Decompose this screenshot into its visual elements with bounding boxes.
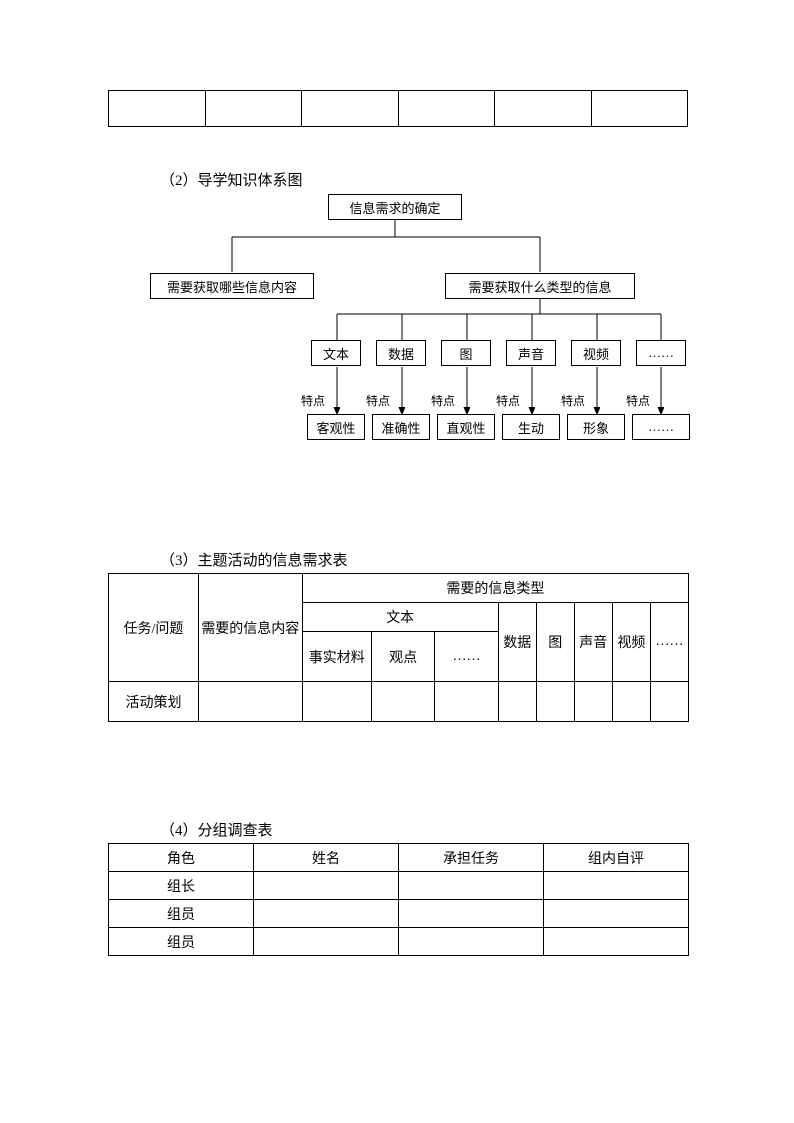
t4-cell <box>544 872 689 900</box>
t3-sub-fact: 事实材料 <box>302 632 371 682</box>
t3-cell <box>574 682 612 722</box>
t3-cell <box>371 682 434 722</box>
t4-col-role: 角色 <box>109 844 254 872</box>
feature-6: …… <box>632 414 690 440</box>
t3-col-sound: 声音 <box>574 603 612 682</box>
feature-4: 生动 <box>502 414 560 440</box>
t3-cell <box>198 682 302 722</box>
t3-cell <box>536 682 574 722</box>
t3-sub-dots: …… <box>435 632 498 682</box>
section4-title: （4）分组调查表 <box>160 819 273 840</box>
edge-label-2: 特点 <box>366 392 390 409</box>
empty-cell <box>109 91 206 127</box>
feature-1: 客观性 <box>307 414 365 440</box>
t3-cell <box>302 682 371 722</box>
t3-cell <box>612 682 650 722</box>
t4-cell <box>254 928 399 956</box>
t3-cell <box>435 682 498 722</box>
t3-col-dots: …… <box>650 603 688 682</box>
t3-col-types: 需要的信息类型 <box>302 574 688 603</box>
t4-cell <box>254 872 399 900</box>
empty-cell <box>302 91 399 127</box>
top-empty-table <box>108 90 688 127</box>
t3-cell <box>650 682 688 722</box>
t4-cell <box>544 928 689 956</box>
t3-row1-task: 活动策划 <box>109 682 199 722</box>
flow-root: 信息需求的确定 <box>328 194 462 220</box>
flow-right-branch: 需要获取什么类型的信息 <box>445 273 635 299</box>
feature-3: 直观性 <box>437 414 495 440</box>
edge-label-3: 特点 <box>431 392 455 409</box>
section3-title: （3）主题活动的信息需求表 <box>160 549 348 570</box>
type-sound: 声音 <box>506 340 556 366</box>
type-more: …… <box>636 340 686 366</box>
t4-member: 组员 <box>109 900 254 928</box>
t4-member: 组员 <box>109 928 254 956</box>
t4-cell <box>399 900 544 928</box>
info-needs-table: 任务/问题 需要的信息内容 需要的信息类型 文本 数据 图 声音 视频 …… 事… <box>108 573 689 722</box>
t3-col-content: 需要的信息内容 <box>198 574 302 682</box>
t4-col-task: 承担任务 <box>399 844 544 872</box>
feature-2: 准确性 <box>372 414 430 440</box>
flow-left-branch: 需要获取哪些信息内容 <box>150 273 314 299</box>
type-text: 文本 <box>311 340 361 366</box>
t4-cell <box>399 928 544 956</box>
group-survey-table: 角色 姓名 承担任务 组内自评 组长 组员 组员 <box>108 843 689 956</box>
t3-cell <box>498 682 536 722</box>
t4-leader: 组长 <box>109 872 254 900</box>
section2-title: （2）导学知识体系图 <box>160 169 303 190</box>
t3-col-image: 图 <box>536 603 574 682</box>
feature-5: 形象 <box>567 414 625 440</box>
t4-col-eval: 组内自评 <box>544 844 689 872</box>
t3-col-data: 数据 <box>498 603 536 682</box>
t3-col-text: 文本 <box>302 603 498 632</box>
type-data: 数据 <box>376 340 426 366</box>
empty-cell <box>205 91 302 127</box>
type-image: 图 <box>441 340 491 366</box>
t4-cell <box>254 900 399 928</box>
t4-cell <box>399 872 544 900</box>
edge-label-6: 特点 <box>626 392 650 409</box>
t3-sub-opinion: 观点 <box>371 632 434 682</box>
edge-label-4: 特点 <box>496 392 520 409</box>
empty-cell <box>591 91 688 127</box>
empty-cell <box>495 91 592 127</box>
empty-cell <box>398 91 495 127</box>
edge-label-5: 特点 <box>561 392 585 409</box>
edge-label-1: 特点 <box>301 392 325 409</box>
type-video: 视频 <box>571 340 621 366</box>
t3-col-video: 视频 <box>612 603 650 682</box>
t3-col-task: 任务/问题 <box>109 574 199 682</box>
t4-col-name: 姓名 <box>254 844 399 872</box>
t4-cell <box>544 900 689 928</box>
